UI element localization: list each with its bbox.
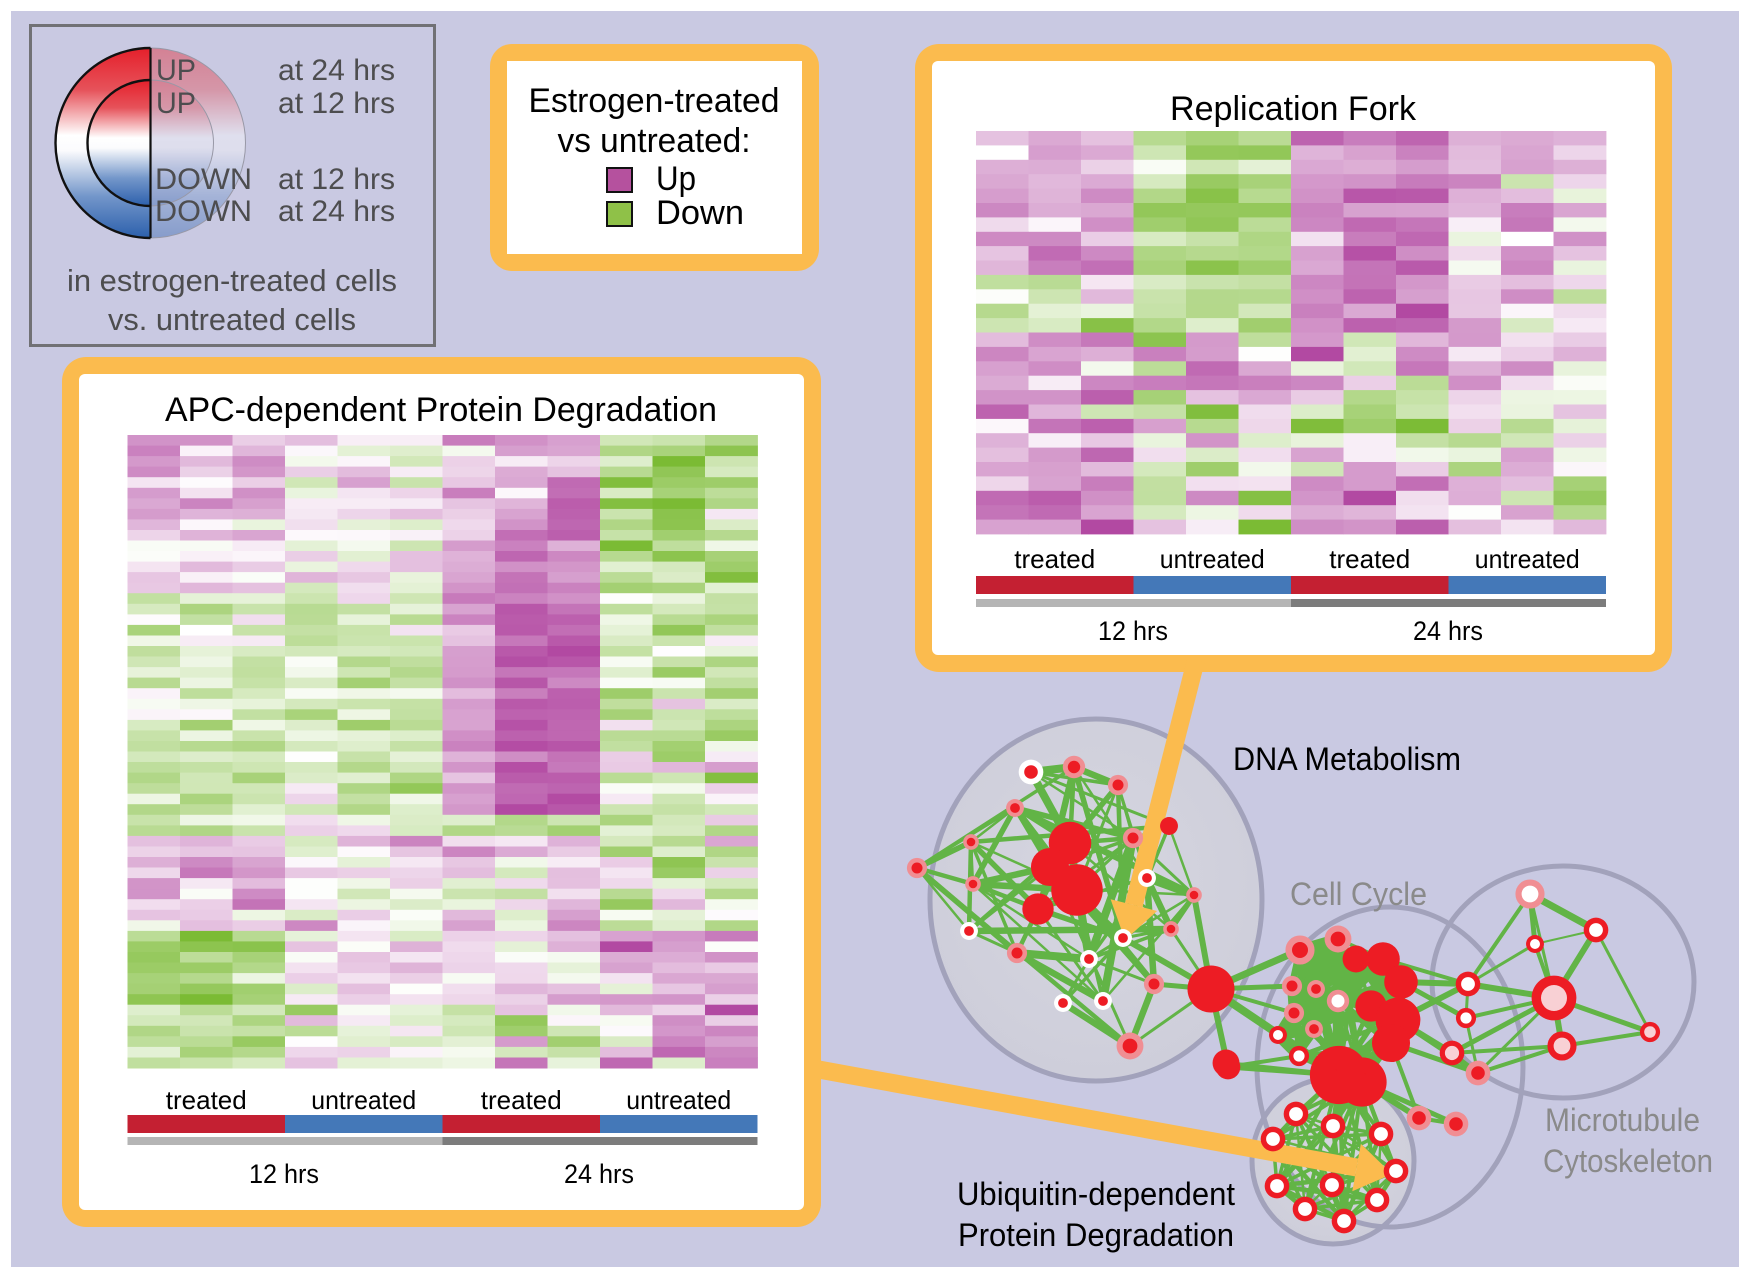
svg-text:treated: treated [166, 1085, 247, 1115]
svg-text:treated: treated [1014, 544, 1095, 574]
svg-text:untreated: untreated [1160, 544, 1265, 574]
svg-text:Cell Cycle: Cell Cycle [1290, 876, 1427, 912]
svg-text:UP: UP [156, 54, 196, 87]
svg-text:Microtubule: Microtubule [1545, 1102, 1700, 1138]
svg-text:untreated: untreated [311, 1085, 416, 1115]
svg-text:vs untreated:: vs untreated: [558, 122, 751, 160]
svg-text:UP: UP [156, 87, 196, 120]
svg-text:treated: treated [481, 1085, 562, 1115]
svg-text:untreated: untreated [626, 1085, 731, 1115]
svg-text:12 hrs: 12 hrs [1098, 616, 1168, 646]
svg-text:Protein Degradation: Protein Degradation [958, 1217, 1234, 1253]
svg-text:Cytoskeleton: Cytoskeleton [1543, 1143, 1713, 1179]
svg-text:DOWN: DOWN [155, 195, 252, 228]
svg-text:APC-dependent Protein Degradat: APC-dependent Protein Degradation [165, 391, 717, 429]
svg-text:at 12 hrs: at 12 hrs [278, 87, 395, 120]
svg-text:at 24 hrs: at 24 hrs [278, 54, 395, 87]
svg-text:DNA Metabolism: DNA Metabolism [1233, 741, 1461, 777]
svg-text:24 hrs: 24 hrs [1413, 616, 1483, 646]
svg-text:Estrogen-treated: Estrogen-treated [529, 82, 780, 120]
svg-text:24 hrs: 24 hrs [564, 1159, 634, 1189]
svg-text:at 12 hrs: at 12 hrs [278, 163, 395, 196]
svg-text:vs. untreated cells: vs. untreated cells [108, 302, 356, 337]
svg-text:Replication Fork: Replication Fork [1170, 90, 1417, 128]
svg-text:Ubiquitin-dependent: Ubiquitin-dependent [957, 1176, 1235, 1212]
svg-text:Down: Down [656, 194, 744, 232]
svg-text:DOWN: DOWN [155, 163, 252, 196]
svg-text:12 hrs: 12 hrs [249, 1159, 319, 1189]
svg-text:in estrogen-treated cells: in estrogen-treated cells [67, 263, 397, 298]
svg-text:untreated: untreated [1475, 544, 1580, 574]
svg-text:Up: Up [656, 160, 696, 198]
svg-text:at 24 hrs: at 24 hrs [278, 195, 395, 228]
svg-text:treated: treated [1329, 544, 1410, 574]
